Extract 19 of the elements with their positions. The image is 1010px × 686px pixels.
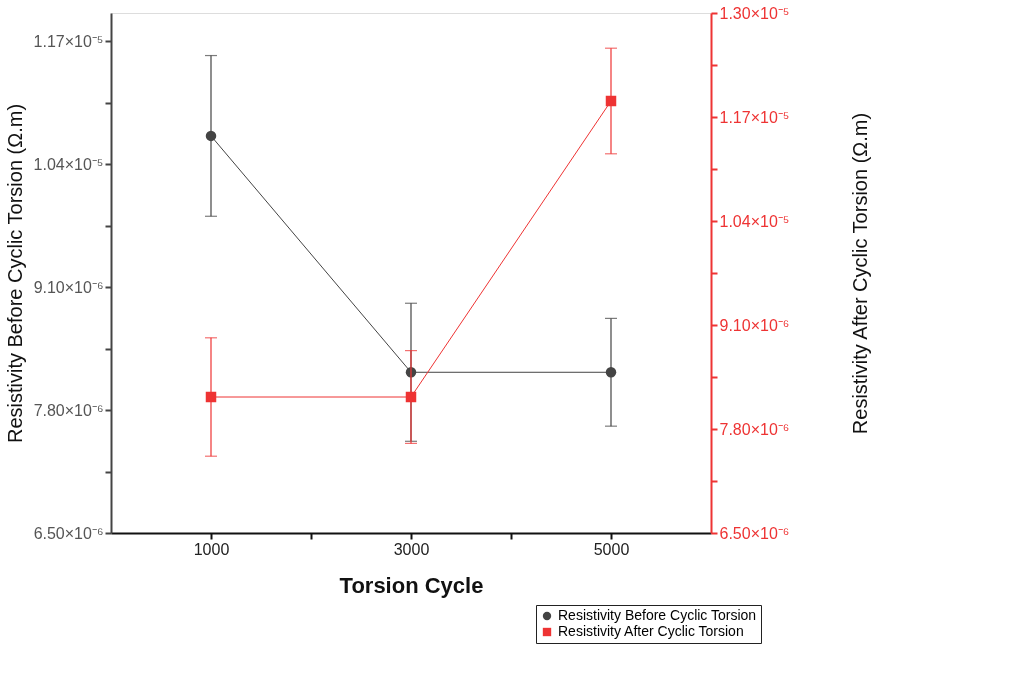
x-tick-label: 1000 <box>193 540 230 558</box>
y-tick-label: 1.17×10⁻⁵ <box>33 32 104 50</box>
y2-tick-label: 1.17×10⁻⁵ <box>719 108 790 126</box>
legend-label: Resistivity After Cyclic Torsion <box>558 623 744 639</box>
x-tick-label: 5000 <box>593 540 630 558</box>
y2-tick-label: 1.30×10⁻⁵ <box>719 4 790 22</box>
y2-tick-label: 7.80×10⁻⁶ <box>719 420 790 438</box>
x-axis-title: Torsion Cycle <box>339 572 484 598</box>
y-tick-label: 7.80×10⁻⁶ <box>33 401 104 419</box>
y-axis-title: Resistivity Before Cyclic Torsion (Ω.m) <box>3 103 26 444</box>
x-tick-label: 3000 <box>393 540 430 558</box>
y2-tick-label: 1.04×10⁻⁵ <box>719 212 790 230</box>
y-tick-label: 1.04×10⁻⁵ <box>33 155 104 173</box>
legend-label: Resistivity Before Cyclic Torsion <box>558 607 757 623</box>
y-tick-label: 9.10×10⁻⁶ <box>33 278 104 296</box>
y-tick-label: 6.50×10⁻⁶ <box>33 524 104 542</box>
y2-axis-title: Resistivity After Cyclic Torsion (Ω.m) <box>849 112 872 435</box>
y2-tick-label: 6.50×10⁻⁶ <box>719 524 790 542</box>
y2-tick-label: 9.10×10⁻⁶ <box>719 316 790 334</box>
